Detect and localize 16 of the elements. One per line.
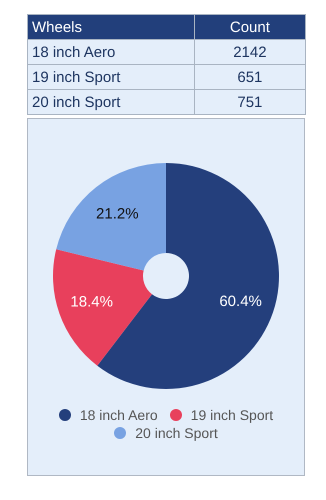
data-label: 651 [194, 64, 306, 90]
legend-label: 20 inch Sport [134, 425, 218, 441]
category-label: 20 inch Sport [28, 90, 194, 114]
text: Count [194, 14, 306, 40]
data-label: 751 [194, 90, 306, 114]
data-label: 60.4% [219, 292, 262, 310]
text: Wheels [28, 14, 194, 40]
donut-slice [56, 163, 166, 271]
legend-label: 19 inch Sport [190, 407, 274, 423]
data-label: 2142 [194, 40, 306, 64]
category-label: 18 inch Aero [28, 40, 194, 64]
data-label: 21.2% [96, 206, 139, 223]
category-label: 19 inch Sport [28, 64, 194, 90]
legend-label: 18 inch Aero [78, 407, 158, 423]
donut-slice [53, 249, 152, 366]
data-label: 18.4% [70, 294, 113, 311]
